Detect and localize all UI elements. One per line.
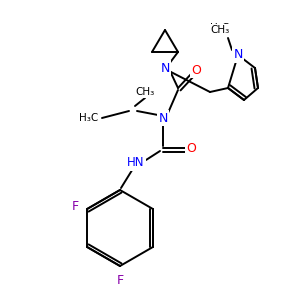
Text: CH₃: CH₃: [210, 25, 230, 35]
Text: N: N: [160, 61, 170, 74]
Text: N: N: [233, 49, 243, 62]
Text: N: N: [158, 112, 168, 124]
Text: H₃C: H₃C: [79, 113, 98, 123]
Text: F: F: [116, 274, 124, 286]
Text: CH₃: CH₃: [135, 87, 154, 97]
Text: H₃C: H₃C: [210, 23, 229, 33]
Text: O: O: [186, 142, 196, 154]
Text: F: F: [71, 200, 79, 214]
Text: O: O: [191, 64, 201, 76]
Text: HN: HN: [127, 157, 145, 169]
